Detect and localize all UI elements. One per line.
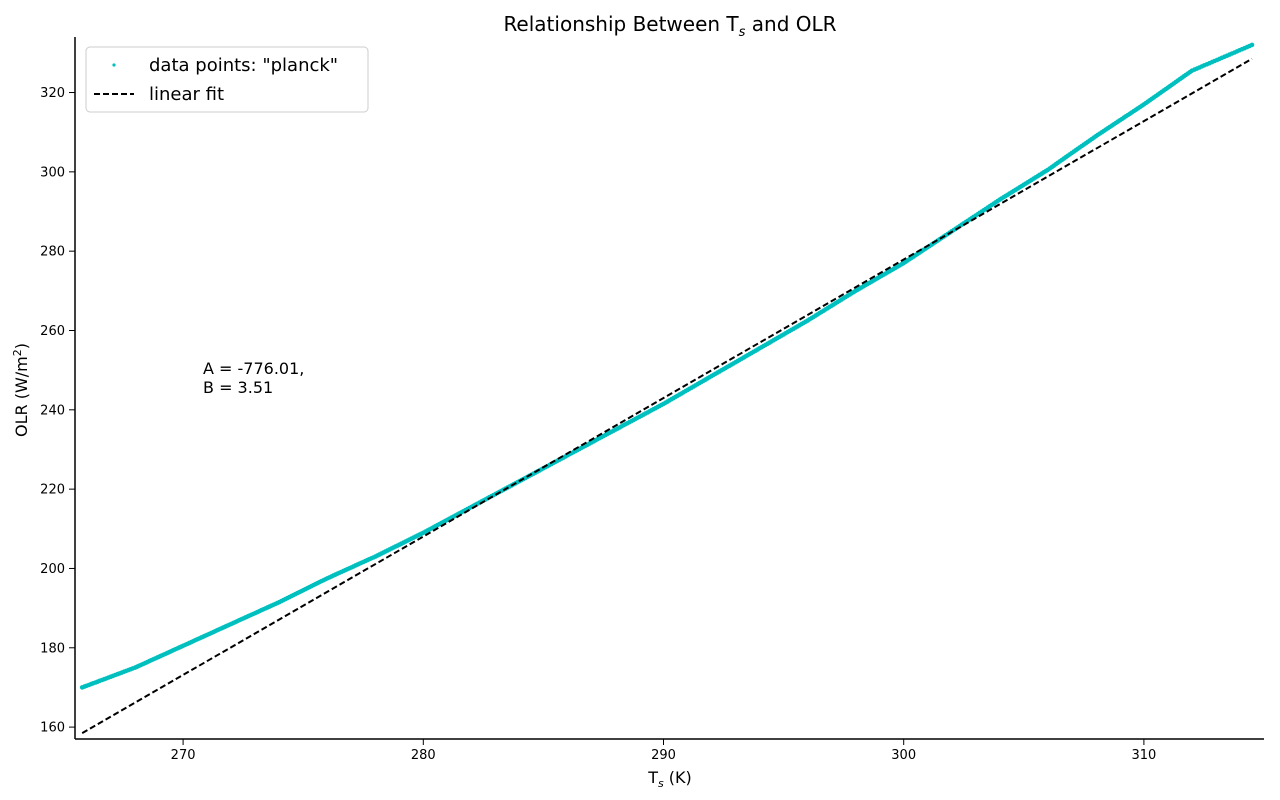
series-layer <box>79 42 1255 734</box>
chart-title: Relationship Between Ts and OLR <box>503 12 836 40</box>
legend-label-points: data points: "planck" <box>149 55 338 76</box>
x-tick-label-270: 270 <box>171 748 196 763</box>
y-tick-label-260: 260 <box>40 324 65 339</box>
y-tick-label-220: 220 <box>40 483 65 498</box>
x-ticks: 270 280 290 300 310 <box>171 739 1156 763</box>
y-tick-label-160: 160 <box>40 721 65 736</box>
x-tick-label-310: 310 <box>1131 748 1156 763</box>
legend: data points: "planck" linear fit <box>85 46 369 113</box>
x-tick-label-300: 300 <box>891 748 916 763</box>
y-tick-label-240: 240 <box>40 403 65 418</box>
fit-annotation: A = -776.01, B = 3.51 <box>203 359 304 397</box>
legend-label-fit: linear fit <box>149 84 224 105</box>
fit-annotation-a: A = -776.01, <box>203 359 304 378</box>
y-tick-label-280: 280 <box>40 245 65 260</box>
x-tick-label-290: 290 <box>651 748 676 763</box>
linear-fit-line <box>81 57 1253 734</box>
y-tick-label-200: 200 <box>40 562 65 577</box>
x-tick-label-280: 280 <box>411 748 436 763</box>
fit-annotation-b: B = 3.51 <box>203 378 273 397</box>
y-tick-label-320: 320 <box>40 86 65 101</box>
data-point <box>1249 42 1255 48</box>
y-axis-label: OLR (W/m2) <box>11 343 31 437</box>
y-tick-label-180: 180 <box>40 641 65 656</box>
x-axis-label: Ts (K) <box>647 768 692 790</box>
y-ticks: 160 180 200 220 240 260 280 300 320 <box>40 86 75 736</box>
y-tick-label-300: 300 <box>40 165 65 180</box>
legend-marker-points <box>112 63 116 67</box>
legend-frame <box>85 46 369 113</box>
